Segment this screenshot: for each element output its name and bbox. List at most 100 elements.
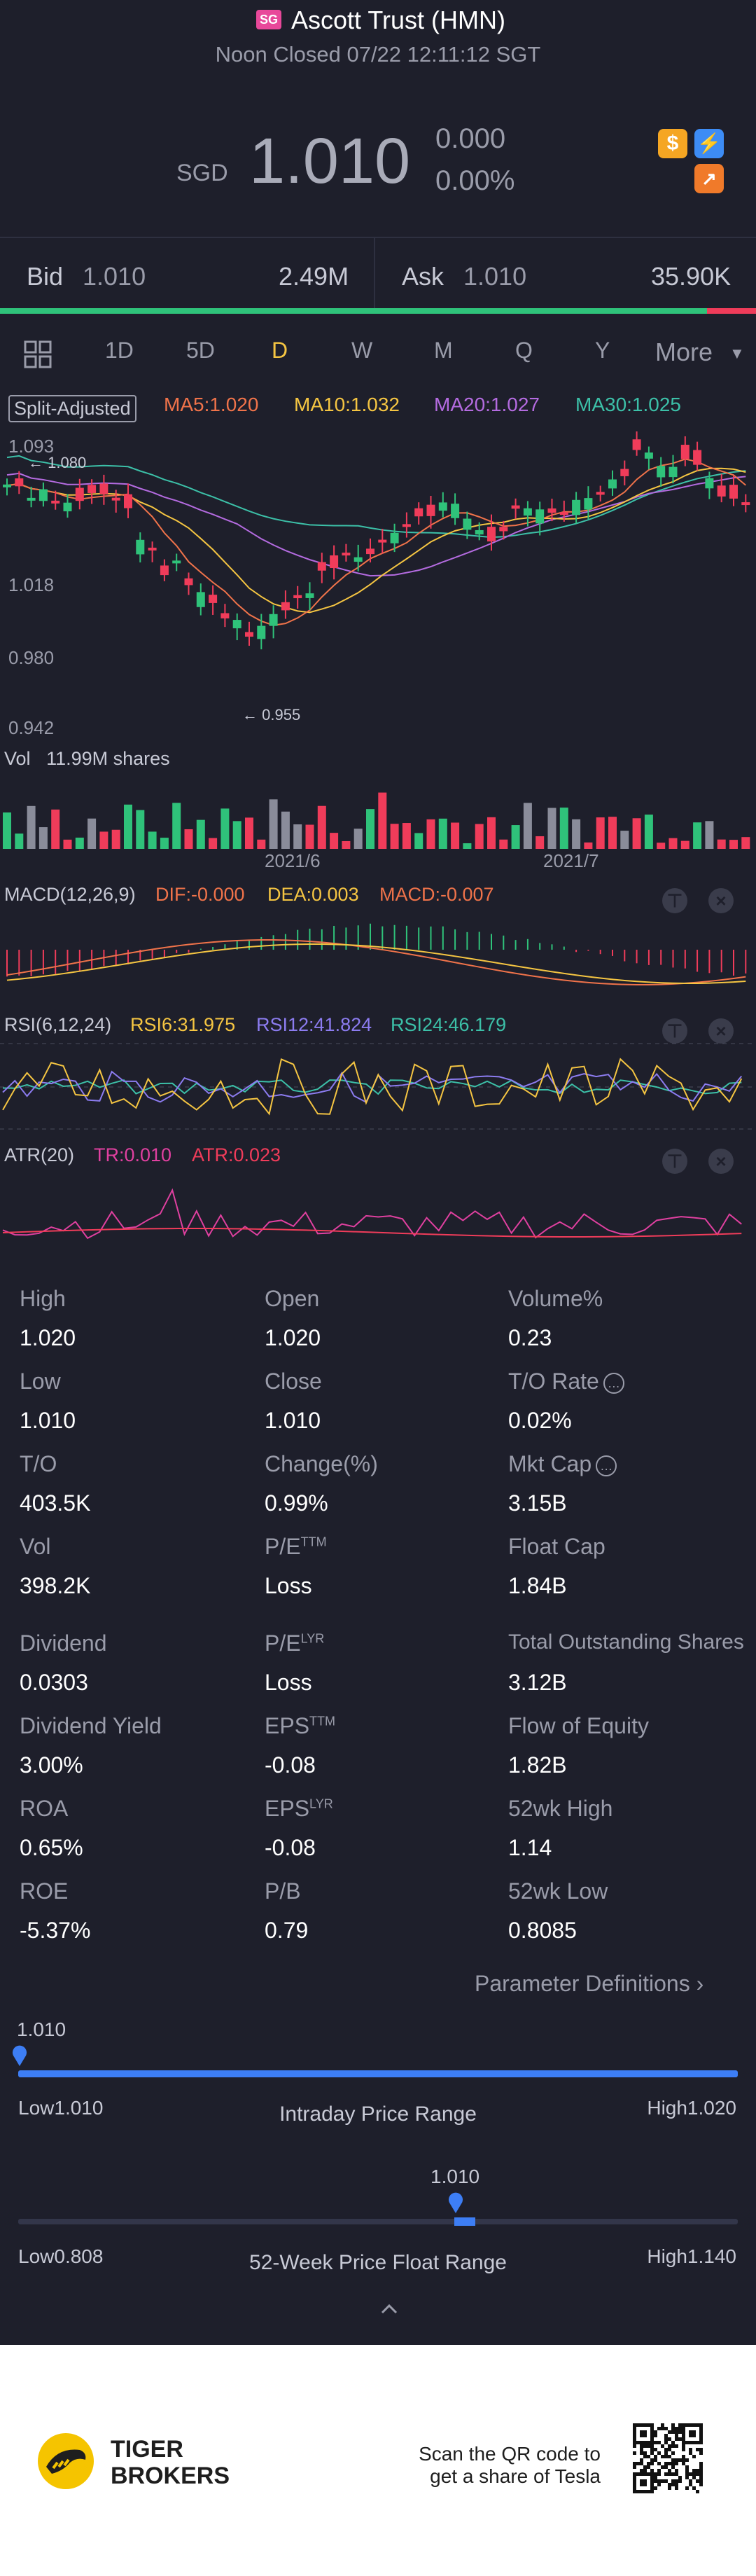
candle <box>632 439 641 450</box>
volume-bar <box>281 811 290 849</box>
volume-chart[interactable] <box>0 770 756 849</box>
candle <box>136 539 145 555</box>
macd-dif: DIF:-0.000 <box>155 884 245 905</box>
candle <box>281 602 290 611</box>
candle <box>172 560 181 564</box>
stat-value: 1.010 <box>20 1408 76 1433</box>
volume-bar <box>269 799 278 849</box>
volume-bar <box>38 827 48 849</box>
volume-bar <box>608 817 617 849</box>
rsi6-value: RSI6:31.975 <box>130 1014 236 1035</box>
volume-bar <box>111 829 120 849</box>
volume-bar <box>596 817 605 849</box>
tab-d[interactable]: D <box>272 338 288 363</box>
volume-bar <box>547 808 556 849</box>
candle <box>438 502 447 511</box>
atr-value: ATR:0.023 <box>192 1144 281 1165</box>
dollar-icon[interactable]: $ <box>658 129 687 158</box>
tab-1d[interactable]: 1D <box>105 338 134 363</box>
candle <box>220 613 230 618</box>
week52-range-fill <box>454 2217 476 2226</box>
rsi-chart[interactable] <box>0 1038 756 1136</box>
stat-label: Float Cap <box>508 1534 606 1559</box>
candle <box>644 452 653 459</box>
candle <box>330 555 339 569</box>
volume-bar <box>668 838 678 849</box>
tr-line <box>2 1188 742 1240</box>
volume-bar <box>499 839 508 849</box>
volume-bar <box>330 833 339 849</box>
pin-icon[interactable]: ⊤ <box>662 888 687 913</box>
candle <box>305 593 314 598</box>
stat-value: 3.15B <box>508 1490 567 1516</box>
volume-bar <box>729 840 738 849</box>
stat-label: Close <box>265 1369 322 1394</box>
candle <box>160 565 169 576</box>
volume-bar <box>354 829 363 849</box>
candle <box>584 498 593 510</box>
volume-bar <box>196 819 205 849</box>
rsi-line <box>2 1058 743 1116</box>
macd-label[interactable]: MACD(12,26,9) <box>4 884 136 905</box>
flash-icon[interactable]: ⚡ <box>694 129 724 158</box>
layout-grid-icon[interactable] <box>24 340 52 368</box>
stat-value: 1.010 <box>265 1408 321 1433</box>
footer: TIGER BROKERS Scan the QR code to get a … <box>0 2345 756 2576</box>
candle <box>99 483 108 494</box>
volume-bar <box>378 792 387 849</box>
help-icon[interactable]: … <box>603 1372 624 1394</box>
macd-chart[interactable] <box>0 908 756 1006</box>
candle <box>717 485 726 497</box>
candle <box>414 508 424 517</box>
close-icon[interactable]: × <box>708 1018 734 1044</box>
trend-icon[interactable]: ↗ <box>694 164 724 193</box>
volume-bar <box>511 825 520 849</box>
pin-icon[interactable]: ⊤ <box>662 1149 687 1174</box>
stat-value: 3.00% <box>20 1752 83 1778</box>
chevron-down-icon[interactable]: ▼ <box>729 345 745 362</box>
pin-icon[interactable]: ⊤ <box>662 1018 687 1044</box>
close-icon[interactable]: × <box>708 1149 734 1174</box>
stat-value: -0.08 <box>265 1835 316 1860</box>
tab-y[interactable]: Y <box>595 338 610 363</box>
week52-low: Low0.808 <box>18 2245 104 2267</box>
volume-bar <box>390 824 399 849</box>
split-adjusted-toggle[interactable]: Split-Adjusted <box>8 395 136 422</box>
candle <box>572 499 581 515</box>
ma30-value: MA30:1.025 <box>575 394 681 415</box>
candle <box>293 595 302 599</box>
y-axis-label: 0.942 <box>8 717 55 738</box>
volume-bar <box>487 817 496 849</box>
volume-bar <box>184 829 193 849</box>
qr-code-icon <box>633 2423 703 2493</box>
market-status: Noon Closed 07/22 12:11:12 SGT <box>215 42 541 67</box>
parameter-definitions-link[interactable]: Parameter Definitions › <box>475 1971 704 1996</box>
close-icon[interactable]: × <box>708 888 734 913</box>
stock-title: Ascott Trust (HMN) <box>291 6 506 34</box>
stat-label: 52wk Low <box>508 1878 608 1904</box>
rsi-label[interactable]: RSI(6,12,24) <box>4 1014 112 1035</box>
candle <box>111 497 120 501</box>
qr-caption-line1: Scan the QR code to <box>419 2443 601 2465</box>
tab-5d[interactable]: 5D <box>186 338 215 363</box>
help-icon[interactable]: … <box>596 1455 617 1476</box>
atr-label[interactable]: ATR(20) <box>4 1144 75 1165</box>
brand-name-line1: TIGER <box>111 2436 183 2463</box>
tab-q[interactable]: Q <box>515 338 533 363</box>
candle <box>27 497 36 501</box>
candle <box>741 502 750 506</box>
tab-more[interactable]: More <box>655 338 713 366</box>
stat-value: 1.020 <box>20 1325 76 1350</box>
tab-m[interactable]: M <box>434 338 453 363</box>
atr-chart[interactable] <box>0 1168 756 1273</box>
candle <box>475 529 484 535</box>
volume-bar <box>342 840 351 849</box>
volume-bar <box>693 822 702 849</box>
candlestick-chart[interactable] <box>0 429 756 737</box>
collapse-chevron-up-icon[interactable] <box>377 2300 402 2317</box>
tab-w[interactable]: W <box>351 338 373 363</box>
bid-ask-bar: Bid 1.010 2.49M Ask 1.010 35.90K <box>0 238 756 314</box>
volume-bar <box>717 839 726 849</box>
stat-value: 398.2K <box>20 1573 91 1598</box>
volume-bar <box>475 824 484 849</box>
